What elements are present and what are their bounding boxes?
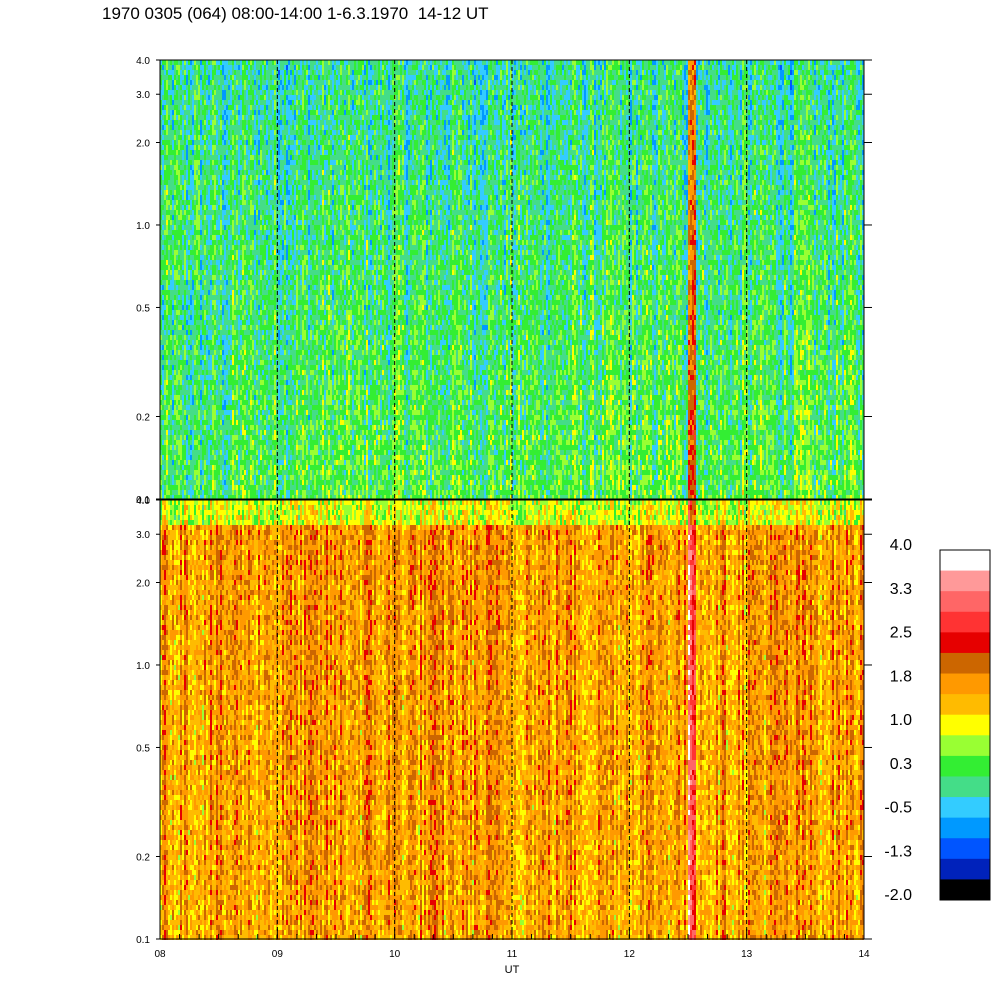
colorbar-swatch — [940, 715, 990, 736]
colorbar-label: 4.0 — [890, 537, 912, 554]
colorbar-swatch — [940, 776, 990, 797]
y-tick-label: 0.5 — [136, 303, 150, 314]
colorbar-swatch — [940, 591, 990, 612]
colorbar-swatch — [940, 571, 990, 592]
y-tick-label: 2.0 — [136, 578, 150, 589]
colorbar-label: 2.5 — [890, 625, 912, 642]
y-tick-label: 1.0 — [136, 221, 150, 232]
colorbar-label: 1.0 — [890, 712, 912, 729]
x-tick-label: 12 — [624, 949, 636, 960]
colorbar-label: 3.3 — [890, 581, 912, 598]
y-tick-label: 1.0 — [136, 661, 150, 672]
colorbar-swatch — [940, 735, 990, 756]
y-tick-label: 0.1 — [136, 935, 150, 946]
colorbar-swatch — [940, 612, 990, 633]
y-tick-label: 4.0 — [136, 56, 150, 67]
x-tick-label: 11 — [507, 949, 518, 960]
colorbar: 4.0 3.3 2.5 1.8 1.0 0.3 -0.5 -1.3 -2.0 — [884, 537, 990, 904]
colorbar-swatch — [940, 859, 990, 880]
y-tick-label: 0.2 — [136, 853, 150, 864]
colorbar-label: 1.8 — [890, 668, 912, 685]
colorbar-label: 0.3 — [890, 756, 912, 773]
colorbar-swatch — [940, 879, 990, 900]
colorbar-swatch — [940, 838, 990, 859]
x-axis-label: UT — [505, 964, 520, 976]
colorbar-swatch — [940, 694, 990, 715]
x-tick-label: 09 — [272, 949, 284, 960]
y-tick-label: 2.0 — [136, 138, 150, 149]
colorbar-swatch — [940, 797, 990, 818]
x-tick-label: 10 — [389, 949, 401, 960]
colorbar-swatch — [940, 818, 990, 839]
y-tick-label: 4.0 — [136, 496, 150, 507]
y-tick-label: 0.5 — [136, 743, 150, 754]
colorbar-label: -0.5 — [884, 800, 912, 817]
colorbar-swatch — [940, 550, 990, 571]
colorbar-swatch — [940, 632, 990, 653]
x-tick-label: 13 — [741, 949, 753, 960]
colorbar-label: -2.0 — [884, 887, 912, 904]
colorbar-label: -1.3 — [884, 843, 912, 860]
y-tick-label: 3.0 — [136, 530, 150, 541]
y-tick-label: 3.0 — [136, 90, 150, 101]
colorbar-swatch — [940, 653, 990, 674]
y-tick-label: 0.2 — [136, 413, 150, 424]
x-tick-label: 14 — [858, 949, 870, 960]
colorbar-swatch — [940, 756, 990, 777]
x-tick-label: 08 — [154, 949, 166, 960]
colorbar-swatch — [940, 674, 990, 695]
